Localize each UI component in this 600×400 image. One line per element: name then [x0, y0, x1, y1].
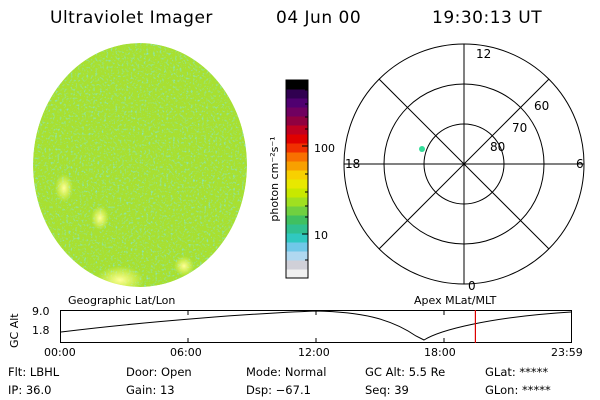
glat-info: GLat: *****	[485, 365, 549, 379]
colorbar-cell	[286, 170, 308, 180]
app-title: Ultraviolet Imager	[50, 8, 213, 28]
colorbar-cell	[286, 224, 308, 234]
colorbar-cell	[286, 143, 308, 153]
colorbar-cell	[286, 179, 308, 189]
timeline-xtick-1800: 18:00	[424, 346, 456, 359]
colorbar-cell	[286, 269, 308, 279]
colorbar-cell	[286, 161, 308, 171]
timeline-xtick-1200: 12:00	[298, 346, 330, 359]
colorbar-cell	[286, 134, 308, 144]
colorbar-cell	[286, 80, 308, 90]
colorbar-cell	[286, 242, 308, 252]
colorbar-cell	[286, 107, 308, 117]
colorbar-unit-label: photon cm⁻²s⁻¹	[268, 136, 281, 221]
altitude-curve	[60, 310, 572, 341]
glon-info: GLon: *****	[485, 383, 551, 397]
timeline-plot	[60, 310, 572, 343]
polar-plot: 12 18 6 0 60 70 80	[343, 43, 585, 293]
mlt-label-18: 18	[345, 157, 360, 171]
seq-info: Seq: 39	[365, 383, 409, 397]
timeline-left-label: Geographic Lat/Lon	[68, 294, 176, 307]
timeline-right-label: Apex MLat/MLT	[414, 294, 497, 307]
lat-label-70: 70	[512, 121, 527, 135]
lat-label-80: 80	[490, 140, 505, 154]
mlt-label-6: 6	[576, 157, 584, 171]
date-label: 04 Jun 00	[276, 8, 362, 28]
timeline-xtick-0000: 00:00	[44, 346, 76, 359]
colorbar-cell	[286, 152, 308, 162]
dsp-info: Dsp: −67.1	[246, 383, 311, 397]
colorbar-cell	[286, 260, 308, 270]
filter-info: Flt: LBHL	[8, 365, 60, 379]
timeline-ytick-high: 9.0	[32, 305, 50, 318]
timeline-xtick-2359: 23:59	[551, 346, 583, 359]
colorbar-cell	[286, 188, 308, 198]
colorbar-cell	[286, 125, 308, 135]
door-info: Door: Open	[126, 365, 192, 379]
colorbar-tick-10: 10	[314, 229, 328, 242]
colorbar-cell	[286, 89, 308, 99]
uv-image	[33, 43, 247, 287]
colorbar-cell	[286, 197, 308, 207]
colorbar-cell	[286, 215, 308, 225]
timeline-y-axis-title: GC Alt	[8, 313, 21, 348]
mlt-label-12: 12	[476, 47, 491, 61]
colorbar-cell	[286, 206, 308, 216]
colorbar-cell	[286, 98, 308, 108]
spacecraft-footprint-marker	[419, 146, 425, 152]
colorbar-cell	[286, 116, 308, 126]
timeline-ytick-low: 1.8	[32, 324, 50, 337]
timeline-xtick-0600: 06:00	[170, 346, 202, 359]
gc-alt-info: GC Alt: 5.5 Re	[365, 365, 446, 379]
mode-info: Mode: Normal	[246, 365, 327, 379]
colorbar-cell	[286, 251, 308, 261]
colorbar: photon cm⁻²s⁻¹	[268, 79, 309, 279]
mlt-label-0: 0	[468, 279, 476, 293]
ip-info: IP: 36.0	[8, 383, 52, 397]
colorbar-tick-100: 100	[314, 142, 335, 155]
lat-label-60: 60	[534, 99, 549, 113]
time-label: 19:30:13 UT	[432, 8, 543, 28]
gain-info: Gain: 13	[126, 383, 175, 397]
colorbar-cell	[286, 233, 308, 243]
